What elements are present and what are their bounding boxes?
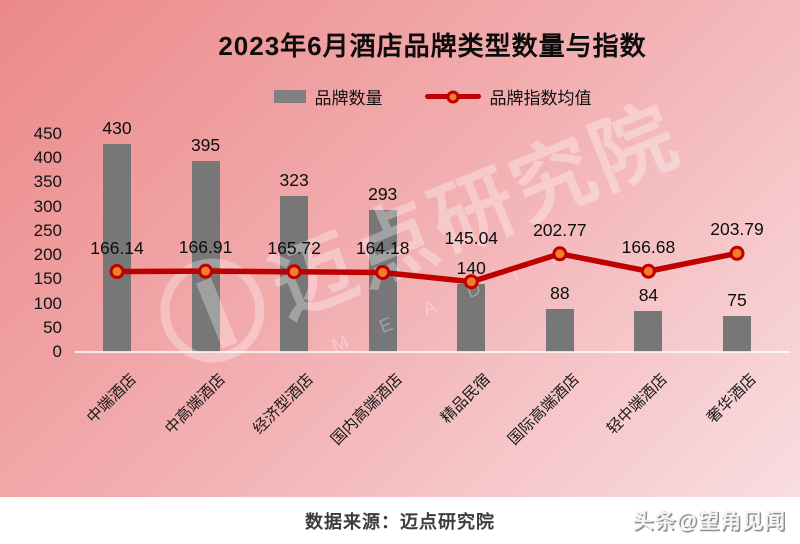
chart-background: 2023年6月酒店品牌类型数量与指数 品牌数量 品牌指数均值 450 400 350… bbox=[0, 0, 800, 497]
bar-value-label: 140 bbox=[456, 258, 486, 279]
y-axis-tick-label: 0 bbox=[52, 342, 62, 361]
y-axis-tick-label: 200 bbox=[33, 245, 62, 265]
line-point bbox=[552, 246, 568, 262]
line-value-label: 164.18 bbox=[355, 238, 410, 259]
line-value-label: 166.91 bbox=[178, 237, 233, 258]
bar bbox=[103, 143, 131, 352]
y-axis-tick-label: 400 bbox=[33, 148, 62, 168]
y-axis-tick-label: 50 bbox=[43, 317, 62, 337]
bar-series-label: 品牌数量 bbox=[314, 89, 383, 108]
bar bbox=[280, 195, 309, 352]
line-series-swatch bbox=[424, 90, 481, 103]
bar-value-label: 88 bbox=[550, 283, 570, 304]
line-value-label: 202.77 bbox=[533, 219, 587, 240]
bar-value-label: 395 bbox=[190, 134, 221, 155]
bar bbox=[545, 309, 574, 352]
bar bbox=[457, 284, 486, 352]
line-series-label: 品牌指数均值 bbox=[489, 89, 592, 108]
x-axis-line bbox=[75, 351, 790, 353]
y-axis-tick-label: 300 bbox=[33, 196, 62, 216]
legend: 品牌数量 品牌指数均值 bbox=[75, 84, 790, 109]
bar-value-label: 84 bbox=[638, 285, 659, 306]
bar-series-swatch bbox=[273, 90, 306, 103]
line-value-label: 166.68 bbox=[621, 237, 676, 258]
line-marker-icon bbox=[446, 90, 459, 103]
bar-value-label: 430 bbox=[102, 117, 132, 138]
line-value-label: 145.04 bbox=[444, 227, 499, 248]
data-source-text: 数据来源：迈点研究院 bbox=[305, 511, 495, 532]
author-credit: 头条@望角见闻 bbox=[632, 510, 786, 533]
line-point bbox=[729, 245, 745, 261]
bar bbox=[723, 315, 751, 352]
line-point bbox=[640, 263, 656, 279]
watermark: 迈点研究院 M E A D I N bbox=[142, 65, 759, 497]
line-value-label: 166.14 bbox=[90, 237, 144, 258]
y-axis-tick-label: 250 bbox=[33, 220, 62, 240]
line-value-label: 165.72 bbox=[267, 237, 321, 258]
line-value-label: 203.79 bbox=[710, 219, 764, 240]
chart-title: 2023年6月酒店品牌类型数量与指数 bbox=[218, 31, 647, 61]
bar bbox=[368, 210, 397, 352]
legend-item-bars: 品牌数量 bbox=[273, 84, 383, 109]
bar bbox=[634, 311, 663, 352]
y-axis-tick-label: 100 bbox=[33, 293, 62, 313]
y-axis-tick-label: 150 bbox=[33, 269, 62, 289]
bar-value-label: 293 bbox=[368, 184, 398, 205]
legend-item-line: 品牌指数均值 bbox=[424, 84, 592, 109]
bar-value-label: 75 bbox=[727, 289, 747, 310]
y-axis-tick-label: 350 bbox=[33, 172, 62, 192]
y-axis-tick-label: 450 bbox=[33, 124, 62, 143]
footer-bar: 数据来源：迈点研究院 头条@望角见闻 bbox=[0, 497, 800, 544]
bar-value-label: 323 bbox=[279, 169, 309, 190]
